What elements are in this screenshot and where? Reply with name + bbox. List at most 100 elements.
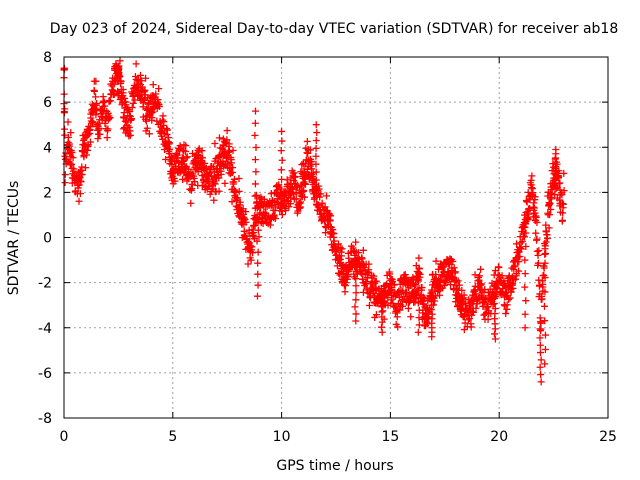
x-tick-label: 0: [60, 429, 69, 445]
y-tick-labels: -8 -6 -4 -2 0 2 4 6 8: [38, 50, 52, 427]
data-point: [289, 185, 297, 193]
data-point: [253, 292, 261, 300]
data-point: [337, 252, 345, 260]
data-point: [546, 211, 554, 219]
data-point: [415, 314, 423, 322]
x-tick-label: 5: [168, 429, 177, 445]
data-point: [453, 285, 461, 293]
data-point: [468, 308, 476, 316]
data-point: [545, 224, 553, 232]
data-point: [271, 215, 279, 223]
data-point: [541, 345, 549, 353]
data-point: [313, 184, 321, 192]
data-point: [321, 203, 329, 211]
data-point: [414, 299, 422, 307]
data-point: [179, 175, 187, 183]
data-point: [538, 295, 546, 303]
data-point: [410, 282, 418, 290]
data-point: [159, 112, 167, 120]
data-point: [223, 136, 231, 144]
data-point: [484, 315, 492, 323]
data-point: [341, 288, 349, 296]
data-point: [223, 152, 231, 160]
data-point: [352, 282, 360, 290]
data-point: [141, 95, 149, 103]
data-point: [475, 276, 483, 284]
data-point: [277, 204, 285, 212]
data-point: [260, 195, 268, 203]
data-point: [312, 160, 320, 168]
data-point: [225, 140, 233, 148]
data-point: [215, 187, 223, 195]
data-point: [537, 378, 545, 386]
data-point: [110, 90, 118, 98]
data-point: [293, 209, 301, 217]
data-point: [316, 193, 324, 201]
data-point: [531, 193, 539, 201]
data-point: [119, 89, 127, 97]
data-point: [235, 187, 243, 195]
data-point: [511, 262, 519, 270]
data-point: [278, 175, 286, 183]
data-point: [506, 294, 514, 302]
data-point: [126, 131, 134, 139]
x-tick-label: 15: [381, 429, 399, 445]
data-point: [460, 291, 468, 299]
data-point: [287, 194, 295, 202]
data-point: [420, 300, 428, 308]
data-point: [515, 267, 523, 275]
data-point: [510, 265, 518, 273]
data-point: [415, 254, 423, 262]
data-point: [277, 185, 285, 193]
data-point: [211, 139, 219, 147]
data-point: [560, 169, 568, 177]
data-point: [202, 164, 210, 172]
data-point: [248, 243, 256, 251]
data-point: [301, 180, 309, 188]
data-point: [334, 240, 342, 248]
data-point: [251, 119, 259, 127]
data-point: [210, 179, 218, 187]
data-point: [242, 218, 250, 226]
data-point: [431, 292, 439, 300]
data-point: [306, 146, 314, 154]
data-point: [252, 168, 260, 176]
data-point: [182, 154, 190, 162]
data-point: [254, 259, 262, 267]
data-point: [477, 281, 485, 289]
data-point: [253, 204, 261, 212]
data-point: [199, 154, 207, 162]
data-point: [64, 118, 72, 126]
data-point: [527, 184, 535, 192]
data-point: [317, 190, 325, 198]
data-point: [559, 200, 567, 208]
data-point: [532, 213, 540, 221]
data-point: [286, 200, 294, 208]
data-point: [491, 325, 499, 333]
data-point: [521, 310, 529, 318]
data-point: [415, 277, 423, 285]
data-point: [477, 280, 485, 288]
data-point: [152, 90, 160, 98]
data-point: [160, 118, 168, 126]
data-point: [255, 233, 263, 241]
data-point: [233, 194, 241, 202]
data-point: [498, 272, 506, 280]
data-point: [120, 109, 128, 117]
data-point: [352, 275, 360, 283]
data-point: [378, 328, 386, 336]
data-point: [278, 127, 286, 135]
data-point: [223, 127, 231, 135]
data-point: [242, 208, 250, 216]
data-point: [82, 151, 90, 159]
data-point: [163, 126, 171, 134]
data-point: [503, 301, 511, 309]
data-point: [142, 74, 150, 82]
data-point: [155, 103, 163, 111]
data-point: [541, 360, 549, 368]
data-point: [527, 176, 535, 184]
data-point: [249, 228, 257, 236]
data-point: [132, 60, 140, 68]
data-point: [541, 317, 549, 325]
data-point: [546, 200, 554, 208]
